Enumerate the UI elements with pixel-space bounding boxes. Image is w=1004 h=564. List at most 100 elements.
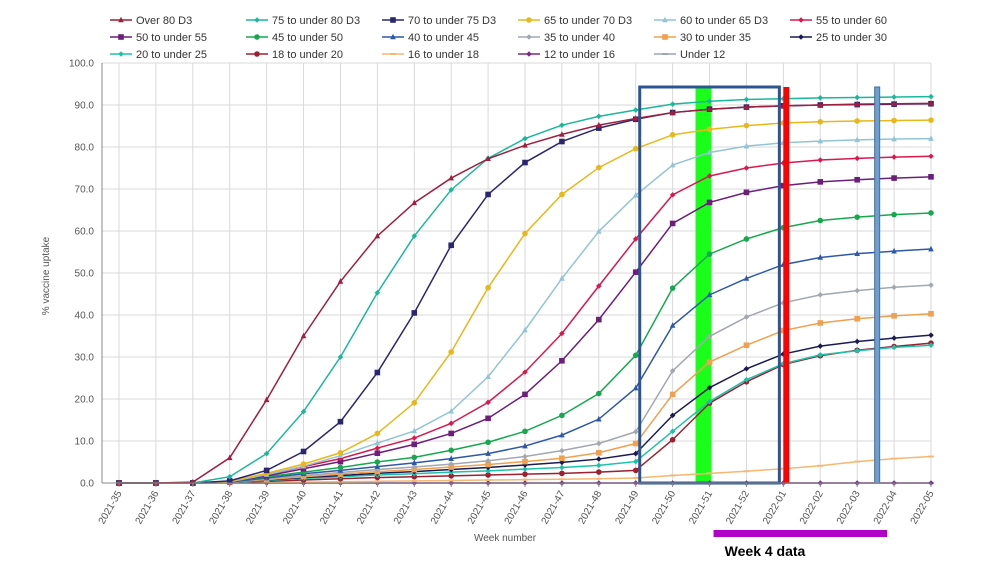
data-point xyxy=(817,320,824,326)
data-point xyxy=(485,439,491,446)
data-point xyxy=(706,98,713,105)
data-point xyxy=(559,431,565,438)
data-point xyxy=(596,164,602,171)
data-point xyxy=(706,359,713,365)
data-point xyxy=(411,199,418,206)
data-point xyxy=(891,247,897,254)
data-point xyxy=(817,137,824,144)
data-point xyxy=(522,369,528,375)
x-tick-label: 2021-46 xyxy=(503,489,531,527)
data-point xyxy=(254,17,260,23)
data-point xyxy=(706,173,713,179)
data-point xyxy=(854,347,860,354)
data-point xyxy=(411,459,418,466)
data-point xyxy=(337,464,344,471)
data-point xyxy=(928,135,934,141)
data-point xyxy=(928,210,934,216)
data-point xyxy=(485,415,491,422)
data-point xyxy=(662,53,668,55)
data-point xyxy=(706,398,713,405)
legend-label: 45 to under 50 xyxy=(272,32,343,44)
x-tick-label: 2021-36 xyxy=(134,489,162,527)
legend-label: 75 to under 80 D3 xyxy=(272,15,360,27)
y-tick-label: 10.0 xyxy=(75,437,95,448)
data-point xyxy=(854,250,860,256)
legend-label: 40 to under 45 xyxy=(408,32,479,44)
data-point xyxy=(928,245,934,252)
legend-label: 20 to under 25 xyxy=(136,49,207,61)
y-tick-label: 80.0 xyxy=(75,143,95,154)
data-point xyxy=(559,464,565,471)
data-point xyxy=(596,449,602,456)
y-tick-label: 100.0 xyxy=(69,59,94,70)
data-point xyxy=(596,228,602,234)
data-point xyxy=(669,192,676,198)
x-tick-label: 2021-49 xyxy=(613,489,641,527)
legend-item: 45 to under 50 xyxy=(246,32,343,44)
red-vertical-bar xyxy=(783,87,790,483)
data-point xyxy=(596,283,602,289)
legend-label: 55 to under 60 xyxy=(816,15,887,27)
data-point xyxy=(743,103,750,110)
data-point xyxy=(817,179,824,185)
data-point xyxy=(411,399,418,406)
data-point xyxy=(337,278,344,284)
data-point xyxy=(632,145,639,152)
data-point xyxy=(522,458,528,465)
data-point xyxy=(706,251,713,257)
data-point xyxy=(448,455,454,461)
data-point xyxy=(411,441,418,448)
data-point xyxy=(411,464,418,470)
data-point xyxy=(522,466,528,472)
data-point xyxy=(374,430,381,437)
x-tick-label: 2021-50 xyxy=(650,489,678,527)
data-point xyxy=(411,473,418,480)
data-point xyxy=(743,236,750,242)
data-point xyxy=(743,165,750,171)
x-tick-label: 2022-01 xyxy=(761,489,789,527)
data-point xyxy=(263,450,270,457)
x-tick-label: 2021-52 xyxy=(724,489,752,527)
data-point xyxy=(485,284,491,291)
data-point xyxy=(337,449,344,456)
data-point xyxy=(743,189,750,196)
data-point xyxy=(669,412,676,419)
data-point xyxy=(743,96,750,103)
data-point xyxy=(559,330,565,337)
data-point xyxy=(669,285,676,291)
x-tick-label: 2021-38 xyxy=(207,489,235,527)
data-point xyxy=(522,462,528,468)
data-point xyxy=(743,122,750,129)
data-point xyxy=(374,463,381,469)
data-point xyxy=(817,119,824,125)
x-tick-label: 2021-42 xyxy=(355,489,383,527)
purple-highlight-bar xyxy=(713,530,888,537)
data-point xyxy=(448,420,454,427)
data-point xyxy=(522,442,528,449)
data-point xyxy=(522,135,528,142)
data-point xyxy=(632,384,639,391)
data-point xyxy=(669,109,676,115)
legend-item: 35 to under 40 xyxy=(518,32,615,44)
data-point xyxy=(596,456,602,462)
legend-label: Under 12 xyxy=(680,49,725,61)
data-point xyxy=(596,390,602,397)
data-point xyxy=(928,117,934,123)
data-point xyxy=(632,450,639,457)
data-point xyxy=(928,153,934,160)
green-highlight-band xyxy=(695,87,712,483)
data-point xyxy=(374,369,381,376)
data-point xyxy=(411,454,418,461)
data-point xyxy=(632,236,639,242)
data-point xyxy=(374,439,381,446)
data-point xyxy=(411,479,418,482)
data-point xyxy=(891,457,897,460)
data-point xyxy=(669,161,676,168)
data-point xyxy=(485,450,491,456)
data-point xyxy=(706,472,713,475)
data-point xyxy=(485,457,491,464)
data-point xyxy=(485,461,491,468)
legend: Over 80 D3 75 to under 80 D3 70 to under 7… xyxy=(110,15,887,61)
data-point xyxy=(559,122,565,128)
data-point xyxy=(522,142,528,148)
